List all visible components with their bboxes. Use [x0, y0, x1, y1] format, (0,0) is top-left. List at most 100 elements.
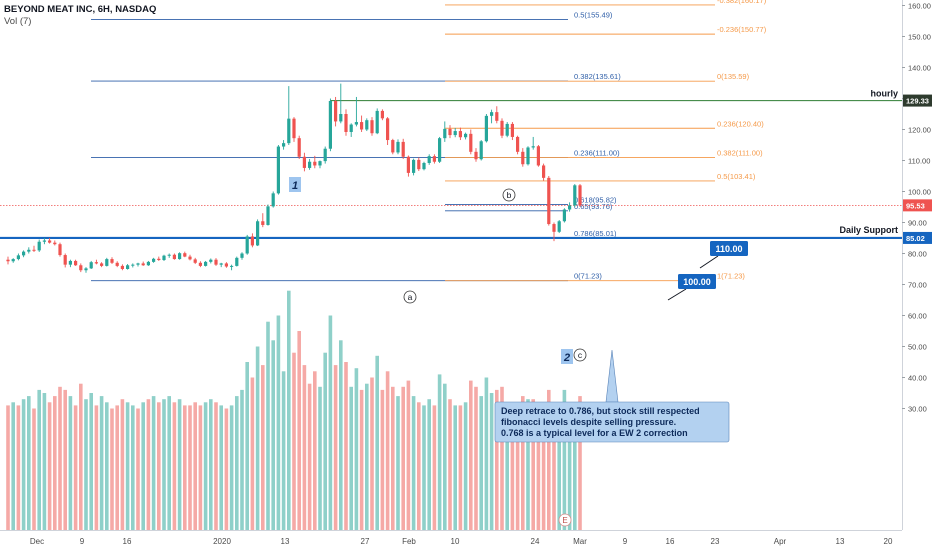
target-callout-label: 100.00 — [683, 277, 711, 287]
wave-label: c — [578, 350, 583, 360]
volume-bar — [318, 386, 322, 530]
fib-level-label: 0(71.23) — [574, 272, 602, 281]
time-tick-label: Mar — [573, 537, 587, 546]
candle-body — [157, 258, 161, 261]
price-tick-label: 150.00 — [908, 33, 931, 42]
volume-bar — [500, 386, 504, 530]
daily-support-label: Daily Support — [839, 225, 898, 235]
volume-bar — [219, 405, 223, 530]
time-tick-label: 24 — [531, 537, 540, 546]
volume-bar — [58, 386, 62, 530]
target-callout-label: 110.00 — [715, 244, 742, 254]
price-tick-label: 120.00 — [908, 126, 931, 135]
fib-level-label: 0.786(85.01) — [574, 229, 617, 238]
volume-bar — [21, 399, 26, 530]
candle-body — [427, 156, 431, 163]
volume-bar — [105, 402, 109, 530]
candle-body — [568, 205, 572, 210]
volume-bar — [380, 389, 385, 530]
candle-body — [152, 258, 156, 262]
volume-bar — [510, 408, 515, 530]
volume-bar — [115, 405, 119, 530]
candle-body — [74, 260, 78, 266]
volume-bar — [235, 396, 239, 530]
volume-bar — [79, 383, 83, 530]
candle-body — [344, 114, 348, 132]
candle-body — [183, 253, 187, 257]
time-tick-label: 23 — [711, 537, 720, 546]
candle-body — [536, 146, 540, 166]
candle-body — [573, 185, 577, 206]
candle-body — [6, 259, 10, 262]
candle-body — [531, 146, 535, 148]
volume-bar — [536, 402, 541, 530]
price-tick-label: 50.00 — [908, 343, 927, 352]
fib-level-label: 0.65(93.76) — [574, 202, 613, 211]
candle-body — [276, 146, 280, 194]
volume-bar — [463, 402, 468, 530]
candle-body — [516, 136, 520, 152]
volume-bar — [99, 396, 104, 530]
candle-body — [214, 259, 218, 265]
volume-bar — [474, 386, 478, 530]
volume-bar — [333, 365, 338, 530]
volume-bar — [365, 383, 369, 530]
time-tick-label: 9 — [623, 537, 628, 546]
candle-body — [313, 161, 317, 166]
volume-bar — [131, 405, 135, 530]
volume-bar — [16, 405, 21, 530]
candle-body — [432, 156, 436, 162]
candle-body — [464, 133, 468, 138]
candle-body — [63, 255, 67, 265]
volume-indicator-label[interactable]: Vol (7) — [4, 16, 32, 27]
volume-bar — [240, 389, 244, 530]
candle-body — [370, 120, 374, 134]
volume-bar — [567, 408, 572, 530]
candle-body — [453, 131, 457, 136]
time-tick-label: 13 — [281, 537, 290, 546]
price-tick-label: 110.00 — [908, 157, 930, 166]
candle-body — [37, 241, 41, 251]
volume-bar — [162, 399, 166, 530]
candle-body — [521, 151, 525, 165]
volume-bar — [84, 399, 88, 530]
candle-body — [84, 268, 88, 271]
earnings-marker-icon — [558, 513, 572, 527]
time-tick-label: 27 — [361, 537, 370, 546]
fib-level-label: 0.5(155.49) — [574, 10, 613, 19]
volume-bar — [396, 396, 400, 530]
volume-bar — [427, 399, 431, 530]
volume-bar — [541, 402, 546, 530]
price-tick-label: 160.00 — [908, 2, 931, 11]
wave-label-circle — [502, 188, 516, 202]
candle-body — [22, 251, 26, 256]
fib-level-label: -0.236(150.77) — [717, 25, 767, 34]
candle-body — [401, 141, 405, 157]
candle-body — [141, 263, 145, 266]
volume-bar — [495, 389, 499, 530]
candle-body — [365, 120, 369, 130]
candle-body — [219, 263, 223, 265]
volume-bar — [458, 405, 463, 530]
volume-bar — [469, 380, 473, 530]
fib-level-label: -0.382(160.17) — [717, 0, 767, 5]
candle-body — [297, 138, 301, 157]
volume-bar — [292, 352, 296, 530]
candle-body — [443, 128, 447, 139]
volume-bar — [261, 365, 265, 530]
volume-bar — [359, 389, 364, 530]
candle-body — [490, 112, 494, 116]
candle-body — [334, 100, 338, 122]
volume-bar — [68, 396, 73, 530]
volume-bar — [479, 396, 483, 530]
time-tick-label: 16 — [123, 537, 132, 546]
volume-bar — [437, 374, 442, 530]
candle-body — [178, 253, 182, 260]
current-price-tag-box — [903, 199, 932, 212]
symbol-title: BEYOND MEAT INC, 6H, NASDAQ — [4, 4, 157, 15]
volume-bar — [11, 402, 15, 530]
volume-bar — [255, 346, 260, 530]
volume-bar — [125, 402, 130, 530]
candle-body — [412, 159, 416, 173]
